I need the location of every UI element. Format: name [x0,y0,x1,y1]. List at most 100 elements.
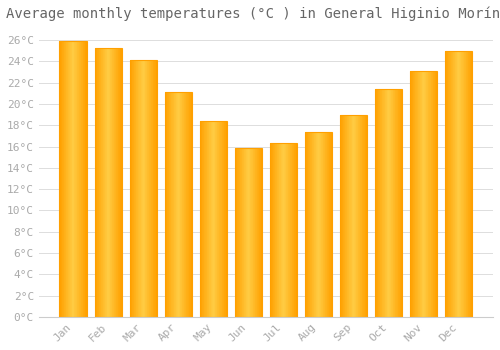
Bar [401,89,402,317]
Bar [97,48,98,317]
Title: Average monthly temperatures (°C ) in General Higinio Morínigo: Average monthly temperatures (°C ) in Ge… [6,7,500,21]
Bar [464,51,465,317]
Bar [329,132,330,317]
Bar [382,89,383,317]
Bar [156,61,157,317]
Bar [280,144,281,317]
Bar [132,61,133,317]
Bar [131,61,132,317]
Bar [290,144,291,317]
Bar [412,71,414,317]
Bar [288,144,289,317]
Bar [152,61,153,317]
Bar [293,144,294,317]
Bar [170,92,171,317]
Bar [314,132,315,317]
Bar [137,61,138,317]
Bar [78,41,80,317]
Bar [150,61,151,317]
Bar [64,41,65,317]
Bar [110,48,111,317]
Bar [153,61,154,317]
Bar [143,61,144,317]
Bar [466,51,467,317]
Bar [390,89,392,317]
Bar [217,121,218,317]
Bar [104,48,105,317]
Bar [221,121,222,317]
Bar [350,115,351,317]
Bar [242,148,243,317]
Bar [356,115,357,317]
Bar [340,115,342,317]
Bar [60,41,61,317]
Bar [130,61,131,317]
Bar [273,144,274,317]
Bar [445,51,472,317]
Bar [436,71,438,317]
Bar [359,115,360,317]
Bar [271,144,272,317]
Bar [118,48,119,317]
Bar [471,51,472,317]
Bar [468,51,469,317]
Bar [96,48,97,317]
Bar [362,115,363,317]
Bar [310,132,311,317]
Bar [94,48,95,317]
Bar [212,121,214,317]
Bar [62,41,63,317]
Bar [354,115,355,317]
Bar [291,144,292,317]
Bar [319,132,320,317]
Bar [72,41,73,317]
Bar [111,48,112,317]
Bar [445,51,446,317]
Bar [326,132,328,317]
Bar [398,89,399,317]
Bar [432,71,434,317]
Bar [236,148,237,317]
Bar [179,92,180,317]
Bar [321,132,322,317]
Bar [278,144,280,317]
Bar [113,48,114,317]
Bar [447,51,448,317]
Bar [366,115,367,317]
Bar [318,132,319,317]
Bar [375,89,376,317]
Bar [430,71,431,317]
Bar [100,48,102,317]
Bar [399,89,400,317]
Bar [383,89,384,317]
Bar [252,148,253,317]
Bar [200,121,201,317]
Bar [164,92,166,317]
Bar [385,89,386,317]
Bar [294,144,295,317]
Bar [330,132,331,317]
Bar [255,148,256,317]
Bar [190,92,192,317]
Bar [237,148,238,317]
Bar [138,61,139,317]
Bar [417,71,418,317]
Bar [154,61,155,317]
Bar [324,132,326,317]
Bar [209,121,210,317]
Bar [379,89,380,317]
Bar [171,92,172,317]
Bar [220,121,221,317]
Bar [70,41,71,317]
Bar [254,148,255,317]
Bar [120,48,121,317]
Bar [422,71,423,317]
Bar [418,71,419,317]
Bar [380,89,381,317]
Bar [415,71,416,317]
Bar [375,89,402,317]
Bar [287,144,288,317]
Bar [256,148,258,317]
Bar [451,51,452,317]
Bar [428,71,429,317]
